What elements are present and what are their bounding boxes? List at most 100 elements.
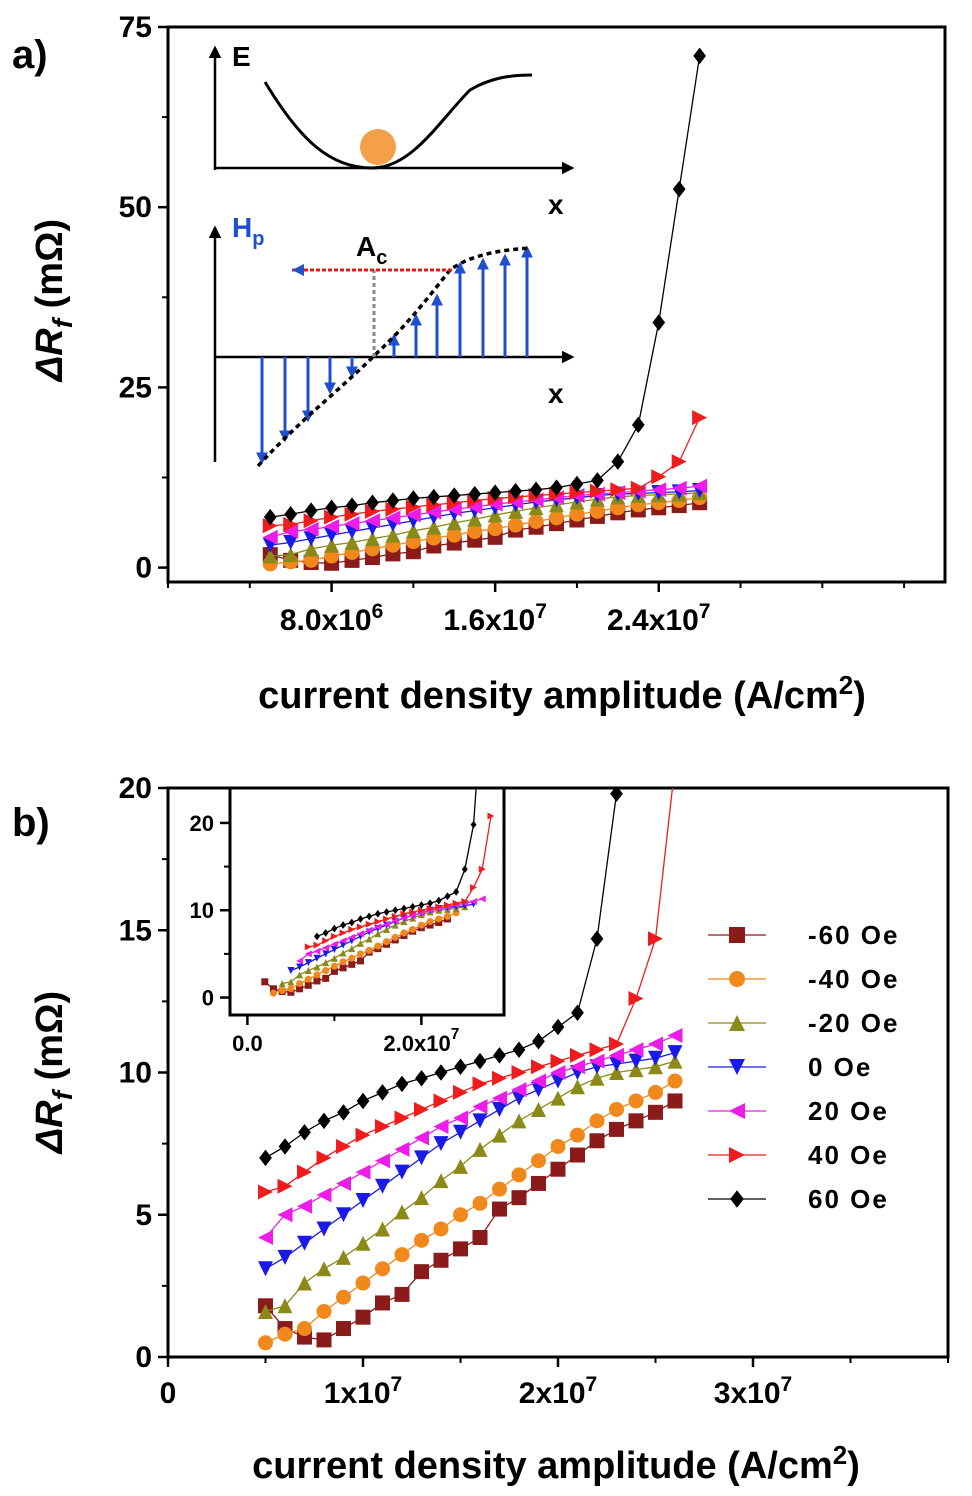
data-point xyxy=(406,490,420,507)
data-point xyxy=(322,974,330,982)
y-tick-label: 10 xyxy=(190,898,214,923)
data-point xyxy=(400,914,408,922)
data-point xyxy=(287,966,295,974)
legend-marker xyxy=(729,1103,745,1119)
data-point xyxy=(304,502,318,519)
data-point xyxy=(651,482,667,498)
legend-item: -20 Oe xyxy=(708,1008,898,1038)
data-point xyxy=(322,966,330,974)
data-point xyxy=(472,1141,488,1157)
data-point xyxy=(453,1124,468,1140)
data-point xyxy=(409,911,417,919)
series-20Oe xyxy=(258,1028,683,1246)
data-point xyxy=(492,1201,507,1217)
data-point xyxy=(277,1249,293,1265)
data-point xyxy=(454,1058,467,1076)
data-point xyxy=(589,1113,605,1129)
data-point xyxy=(394,1204,410,1220)
data-point xyxy=(356,939,364,947)
data-point xyxy=(277,1178,293,1194)
data-point xyxy=(550,1161,566,1177)
data-point xyxy=(414,1232,429,1248)
data-point xyxy=(492,1070,507,1086)
y-tick-label: 50 xyxy=(119,191,152,224)
data-point xyxy=(339,929,347,937)
data-point xyxy=(511,1113,527,1129)
data-point xyxy=(297,1235,312,1251)
data-point xyxy=(435,903,443,911)
critical-amplitude-arrowhead xyxy=(292,264,304,276)
data-point xyxy=(348,960,356,968)
plot-frame xyxy=(228,786,506,1017)
data-point xyxy=(461,865,468,874)
data-point xyxy=(591,472,604,489)
data-point xyxy=(283,516,299,532)
data-point xyxy=(609,1121,624,1137)
y-tick-label: 75 xyxy=(119,11,152,44)
data-point xyxy=(316,1150,332,1166)
data-point xyxy=(374,909,381,918)
data-point xyxy=(394,1141,410,1157)
data-point xyxy=(415,1069,428,1087)
critical-amplitude-label-sub: c xyxy=(376,247,387,269)
series-line xyxy=(265,788,674,1193)
panel-b-legend: -60 Oe -40 Oe -20 Oe 0 Oe 20 Oe 40 Oe 60 Oe xyxy=(708,920,898,1214)
data-point xyxy=(570,1059,585,1075)
data-point xyxy=(385,501,401,517)
data-point xyxy=(336,1249,351,1265)
inset-axes: 0.0 2.0x107 0 10 20 xyxy=(190,786,506,1056)
data-point xyxy=(356,1092,370,1110)
y-tick-label: 0 xyxy=(202,986,214,1011)
data-point xyxy=(262,548,278,564)
panel-b-label: b) xyxy=(12,801,50,845)
data-point xyxy=(325,499,338,517)
data-point xyxy=(467,524,483,540)
panel-b-y-axis-title-unit: (mΩ) xyxy=(29,991,71,1091)
data-point xyxy=(355,1127,371,1143)
data-point xyxy=(258,1230,273,1246)
data-point xyxy=(324,509,340,525)
data-point xyxy=(453,1084,468,1100)
data-point xyxy=(405,507,421,523)
panel-a: a) ΔRf (mΩ) current density amplitude (A… xyxy=(12,11,947,717)
data-point xyxy=(609,1036,624,1052)
data-point xyxy=(356,923,364,931)
data-point xyxy=(383,938,391,946)
data-point xyxy=(671,480,687,496)
data-point xyxy=(365,946,373,954)
data-point xyxy=(394,1286,410,1302)
series-minus60Oe xyxy=(258,1093,683,1348)
data-point xyxy=(550,1138,566,1154)
panel-a-x-axis-title-tail: ) xyxy=(853,675,866,717)
data-point xyxy=(570,475,584,493)
data-point xyxy=(317,1112,331,1130)
data-point xyxy=(453,1241,468,1257)
legend-item: 20 Oe xyxy=(708,1096,887,1126)
data-point xyxy=(375,1261,390,1277)
particle-ball xyxy=(360,129,396,165)
x-tick-label: 2.0x107 xyxy=(383,1026,459,1056)
data-point xyxy=(443,912,451,920)
data-point xyxy=(278,1138,292,1155)
data-point xyxy=(313,954,321,962)
data-point xyxy=(355,1275,371,1291)
data-point xyxy=(631,416,645,434)
series-line xyxy=(265,1051,676,1270)
series-minus40Oe xyxy=(269,909,460,997)
x-tick-label: 0 xyxy=(160,1377,177,1410)
energy-x-label: x xyxy=(548,189,564,220)
data-point xyxy=(356,957,364,965)
legend-item: -60 Oe xyxy=(708,920,898,950)
data-point xyxy=(386,492,400,509)
data-point xyxy=(531,1073,546,1089)
panel-a-y-axis-title-sub: f xyxy=(47,316,78,328)
data-point xyxy=(269,985,277,993)
data-point xyxy=(467,499,483,515)
x-tick-label: 2.4x107 xyxy=(607,600,710,637)
data-point xyxy=(447,487,461,504)
data-point xyxy=(391,933,399,941)
data-point xyxy=(330,954,338,962)
data-point xyxy=(330,940,338,948)
series-line xyxy=(265,1034,676,1238)
